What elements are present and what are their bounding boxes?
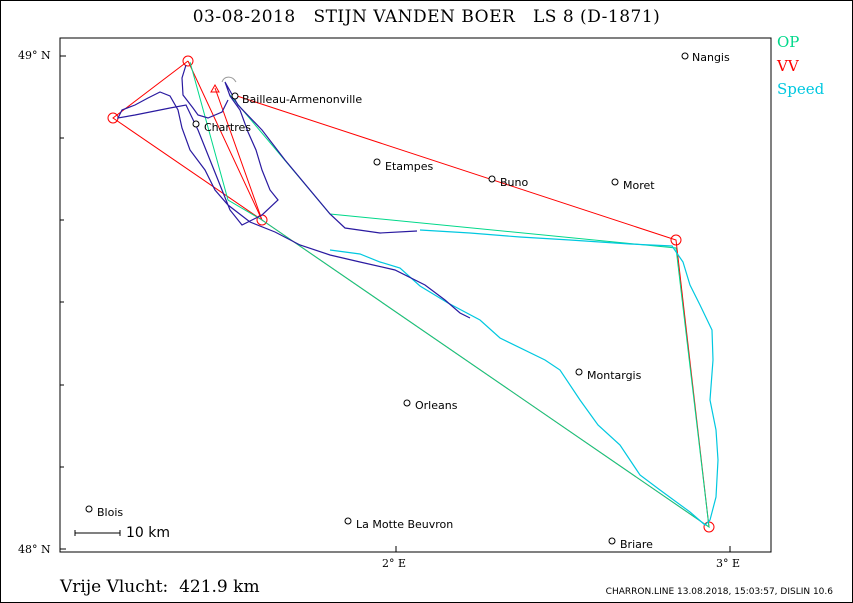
marker-bailleau [231, 92, 239, 100]
flight-track [116, 64, 471, 319]
free-flight-distance: Vrije Vlucht: 421.9 km [60, 577, 260, 597]
scale-bar [74, 530, 121, 536]
op-route [189, 61, 710, 529]
legend-op: OP [777, 33, 800, 51]
start-loop [221, 76, 237, 83]
place-briare: Briare [620, 538, 653, 551]
place-chartres: Chartres [204, 121, 252, 134]
lat-label-top: 49° N [18, 49, 51, 62]
speed-track [329, 229, 719, 526]
marker-la-motte [344, 517, 352, 525]
place-etampes: Etampes [385, 160, 434, 173]
marker-moret [611, 178, 619, 186]
plot-border [59, 37, 772, 553]
marker-montargis [575, 368, 583, 376]
chart-title: 03-08-2018 STIJN VANDEN BOER LS 8 (D-187… [192, 7, 661, 27]
marker-chartres [192, 120, 200, 128]
lon-ticks [395, 546, 731, 552]
vv-route [107, 55, 715, 533]
legend-vv: VV [777, 57, 799, 75]
place-montargis: Montargis [587, 369, 642, 382]
place-la-motte-beuvron: La Motte Beuvron [356, 518, 454, 531]
marker-etampes [373, 158, 381, 166]
marker-briare [608, 537, 616, 545]
place-moret: Moret [623, 179, 655, 192]
legend-speed: Speed [777, 80, 825, 98]
place-bailleau: Bailleau-Armenonville [242, 93, 363, 106]
marker-buno [488, 175, 496, 183]
marker-blois [85, 505, 93, 513]
lat-label-bottom: 48° N [18, 543, 51, 556]
place-orleans: Orleans [415, 399, 458, 412]
lat-ticks [60, 55, 66, 550]
scale-label: 10 km [126, 525, 171, 541]
lon-label-3: 3° E [716, 557, 741, 570]
marker-nangis [681, 52, 689, 60]
marker-orleans [403, 399, 411, 407]
lon-label-2: 2° E [382, 557, 407, 570]
place-nangis: Nangis [692, 51, 730, 64]
place-buno: Buno [500, 176, 529, 189]
file-info: CHARRON.LINE 13.08.2018, 15:03:57, DISLI… [605, 587, 833, 597]
place-markers [85, 52, 689, 545]
place-blois: Blois [97, 506, 124, 519]
